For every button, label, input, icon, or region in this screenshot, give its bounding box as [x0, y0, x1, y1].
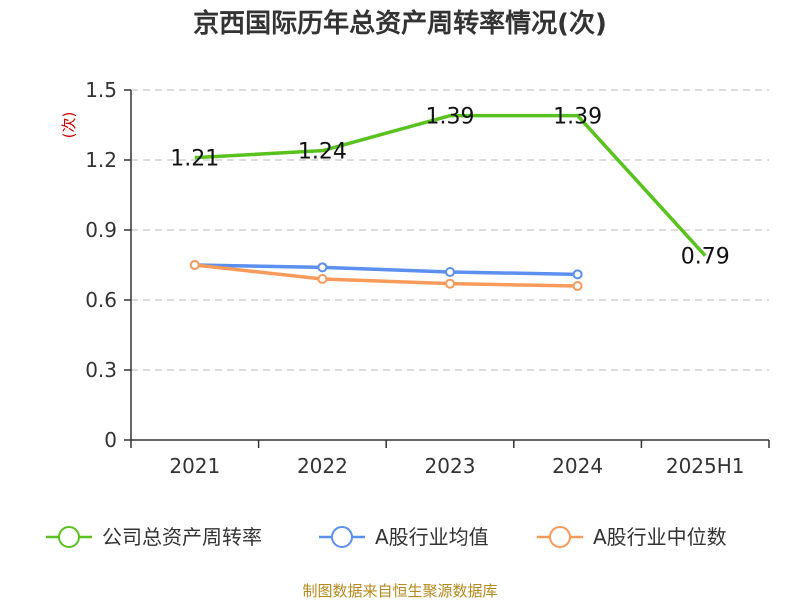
x-tick-label: 2025H1 [666, 454, 745, 478]
legend-label: A股行业中位数 [593, 525, 727, 549]
data-point [445, 278, 455, 289]
x-tick-labels: 2021 2022 2023 2024 2025H1 [169, 454, 744, 478]
series-line [194, 113, 707, 257]
series-0: 1.21 1.24 1.39 1.39 0.79 [170, 105, 729, 270]
data-point [189, 260, 200, 270]
series-2 [189, 260, 583, 291]
data-point [572, 281, 583, 291]
series-line [194, 263, 578, 288]
legend-marker [58, 526, 80, 548]
legend-item: A股行业均值 [319, 525, 489, 549]
data-label: 1.24 [298, 140, 347, 165]
gridlines [131, 89, 769, 371]
legend-label: A股行业均值 [375, 525, 489, 549]
y-tick-label: 0.9 [85, 218, 117, 242]
x-tick-label: 2024 [552, 454, 603, 478]
data-point [317, 274, 328, 284]
legend: 公司总资产周转率 A股行业均值 A股行业中位数 [46, 525, 727, 549]
data-label: 1.39 [426, 105, 475, 130]
series-1 [189, 260, 583, 280]
series-line [194, 263, 578, 277]
plot-area: 1.21 1.24 1.39 1.39 0.79 [170, 105, 730, 291]
legend-label: 公司总资产周转率 [102, 525, 262, 549]
data-point [317, 262, 328, 273]
y-tick-label: 1.2 [85, 148, 117, 172]
legend-item: 公司总资产周转率 [46, 525, 262, 549]
x-tick-label: 2021 [169, 454, 220, 478]
data-label: 1.39 [553, 105, 602, 130]
legend-item: A股行业中位数 [537, 525, 727, 549]
x-tick-label: 2023 [425, 454, 476, 478]
y-tick-label: 0.3 [85, 358, 117, 382]
legend-marker [331, 526, 353, 548]
y-axis-label: (次) [60, 112, 78, 139]
chart-title: 京西国际历年总资产周转率情况(次) [193, 8, 607, 39]
y-tick-label: 0 [104, 428, 117, 452]
data-label: 1.21 [170, 147, 219, 172]
y-tick-label: 0.6 [85, 288, 117, 312]
axes [124, 89, 770, 448]
y-tick-label: 1.5 [85, 78, 117, 102]
data-point [445, 267, 455, 277]
y-tick-labels: 0 0.3 0.6 0.9 1.2 1.5 [85, 78, 117, 452]
data-label: 0.79 [681, 245, 730, 270]
source-note: 制图数据来自恒生聚源数据库 [302, 582, 497, 600]
legend-marker [549, 526, 571, 548]
data-point [572, 269, 583, 280]
x-tick-label: 2022 [297, 454, 348, 478]
